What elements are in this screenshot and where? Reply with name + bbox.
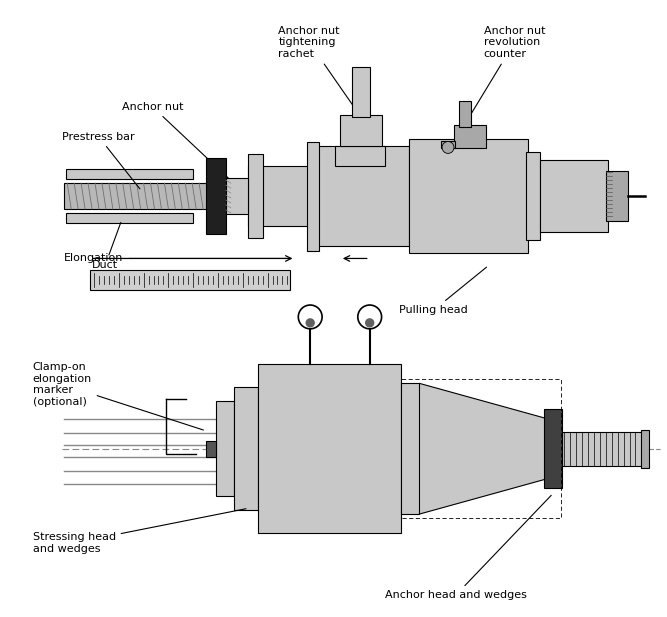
Circle shape <box>298 305 322 329</box>
Circle shape <box>306 319 314 327</box>
Bar <box>257 365 402 533</box>
Bar <box>454 125 486 149</box>
Text: Elongation: Elongation <box>64 254 287 263</box>
Bar <box>526 152 540 239</box>
Text: Anchor head and wedges: Anchor head and wedges <box>385 495 551 600</box>
Bar <box>340 115 382 146</box>
Bar <box>606 172 628 221</box>
Bar <box>352 67 370 117</box>
Bar <box>562 432 644 466</box>
Polygon shape <box>420 383 548 514</box>
Bar <box>441 141 455 149</box>
Bar <box>247 167 337 226</box>
Text: Clamp-on
elongation
marker
(optional): Clamp-on elongation marker (optional) <box>33 362 203 430</box>
Text: Anchor nut
tightening
rachet: Anchor nut tightening rachet <box>278 26 360 115</box>
Bar <box>540 160 608 232</box>
Text: Prestress bar: Prestress bar <box>62 131 140 189</box>
Bar <box>66 169 193 179</box>
Text: Stressing head
and wedges: Stressing head and wedges <box>33 509 246 553</box>
Bar <box>64 183 211 209</box>
Bar <box>307 141 319 251</box>
Bar <box>459 101 471 126</box>
Text: Pulling head: Pulling head <box>400 267 486 315</box>
Bar <box>234 387 257 510</box>
Bar <box>247 154 263 238</box>
Bar <box>335 146 385 167</box>
Bar <box>544 409 562 489</box>
Bar <box>206 441 216 457</box>
Bar <box>66 213 193 223</box>
Text: Duct: Duct <box>92 222 121 270</box>
Text: Anchor nut
revolution
counter: Anchor nut revolution counter <box>462 26 545 128</box>
Circle shape <box>358 305 382 329</box>
Bar <box>410 139 528 254</box>
Bar <box>216 401 234 496</box>
Bar <box>90 270 290 290</box>
Bar <box>402 383 420 514</box>
Circle shape <box>442 141 454 154</box>
Text: Anchor nut: Anchor nut <box>122 102 235 184</box>
Bar <box>226 178 247 214</box>
Bar <box>310 146 410 246</box>
Circle shape <box>366 319 374 327</box>
Bar <box>206 159 226 234</box>
Bar <box>642 430 650 468</box>
